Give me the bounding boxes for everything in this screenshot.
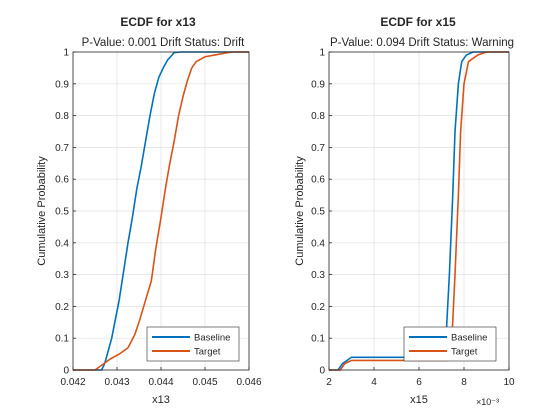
series-line-target-x13 xyxy=(73,51,249,371)
y-tick-label-x15-8: 0.8 xyxy=(311,111,325,122)
x-tick-label-x15-3: 8 xyxy=(461,377,467,388)
legend-label-baseline-x15: Baseline xyxy=(451,333,487,344)
x-tick-label-x15-2: 6 xyxy=(416,377,422,388)
chart-title-x15: ECDF for x15 xyxy=(380,15,456,29)
series-line-baseline-x15 xyxy=(329,51,509,371)
x-tick-label-x15-1: 4 xyxy=(371,377,377,388)
chart-subtitle-x15: P-Value: 0.094 Drift Status: Warning xyxy=(330,37,514,49)
y-tick-label-x15-10: 1 xyxy=(319,48,325,59)
x-tick-label-x13-3: 0.045 xyxy=(192,377,217,388)
y-tick-label-x13-6: 0.6 xyxy=(55,175,69,186)
legend-label-baseline-x13: Baseline xyxy=(194,333,230,344)
x-tick-label-x13-0: 0.042 xyxy=(60,377,85,388)
panel-x15: ECDF for x15 P-Value: 0.094 Drift Status… xyxy=(294,15,515,407)
legend-label-target-x15: Target xyxy=(451,347,478,358)
y-tick-label-x13-8: 0.8 xyxy=(55,111,69,122)
x-axis-exponent-x15: ×10⁻³ xyxy=(476,397,499,407)
series-line-baseline-x13 xyxy=(73,51,249,371)
chart-title-x13: ECDF for x13 xyxy=(120,15,196,29)
y-tick-label-x15-1: 0.1 xyxy=(311,334,325,345)
y-tick-label-x13-10: 1 xyxy=(63,48,69,59)
legend-box-x13 xyxy=(146,326,240,362)
y-tick-label-x15-7: 0.7 xyxy=(311,143,325,154)
y-tick-label-x13-9: 0.9 xyxy=(55,79,69,90)
y-tick-label-x15-4: 0.4 xyxy=(311,238,325,249)
x-tick-label-x15-0: 2 xyxy=(326,377,332,388)
y-tick-label-x13-3: 0.3 xyxy=(55,270,69,281)
y-tick-label-x13-2: 0.2 xyxy=(55,302,69,313)
legend-label-target-x13: Target xyxy=(194,347,221,358)
ticks-x13: 0.042 0.043 0.044 0.045 0.046 0 0.1 0.2 0.3 0.4 0.… xyxy=(55,48,262,389)
y-axis-label-x15: Cumulative Probability xyxy=(294,156,306,266)
x-axis-label-x13: x13 xyxy=(152,394,170,406)
x-tick-label-x13-1: 0.043 xyxy=(104,377,129,388)
x-axis-label-x15: x15 xyxy=(410,394,428,406)
legend-x15: Baseline Target xyxy=(403,326,497,362)
y-tick-label-x15-0: 0 xyxy=(319,366,325,377)
y-tick-label-x15-2: 0.2 xyxy=(311,302,325,313)
series-lines-x15 xyxy=(329,51,509,371)
series-lines-x13 xyxy=(73,51,249,371)
x-tick-label-x13-4: 0.046 xyxy=(236,377,261,388)
y-tick-label-x13-7: 0.7 xyxy=(55,143,69,154)
panel-x13: ECDF for x13 P-Value: 0.001 Drift Status… xyxy=(36,15,262,406)
y-tick-label-x15-9: 0.9 xyxy=(311,79,325,90)
legend-x13: Baseline Target xyxy=(146,326,240,362)
legend-box-x15 xyxy=(403,326,497,362)
y-tick-label-x13-4: 0.4 xyxy=(55,238,69,249)
x-tick-label-x15-4: 10 xyxy=(503,377,515,388)
y-tick-label-x15-5: 0.5 xyxy=(311,207,325,218)
series-line-target-x15 xyxy=(329,51,509,371)
y-axis-label-x13: Cumulative Probability xyxy=(36,156,48,266)
y-tick-label-x15-6: 0.6 xyxy=(311,175,325,186)
chart-subtitle-x13: P-Value: 0.001 Drift Status: Drift xyxy=(82,37,246,49)
y-tick-label-x13-0: 0 xyxy=(63,366,69,377)
x-tick-label-x13-2: 0.044 xyxy=(148,377,173,388)
y-tick-label-x13-5: 0.5 xyxy=(55,207,69,218)
y-tick-label-x15-3: 0.3 xyxy=(311,270,325,281)
y-tick-label-x13-1: 0.1 xyxy=(55,334,69,345)
ticks-x15: 2 4 6 8 10 0 0.1 0.2 0.3 0.4 0.5 0.6 0.7 0.8 0.9 1 xyxy=(311,48,515,389)
